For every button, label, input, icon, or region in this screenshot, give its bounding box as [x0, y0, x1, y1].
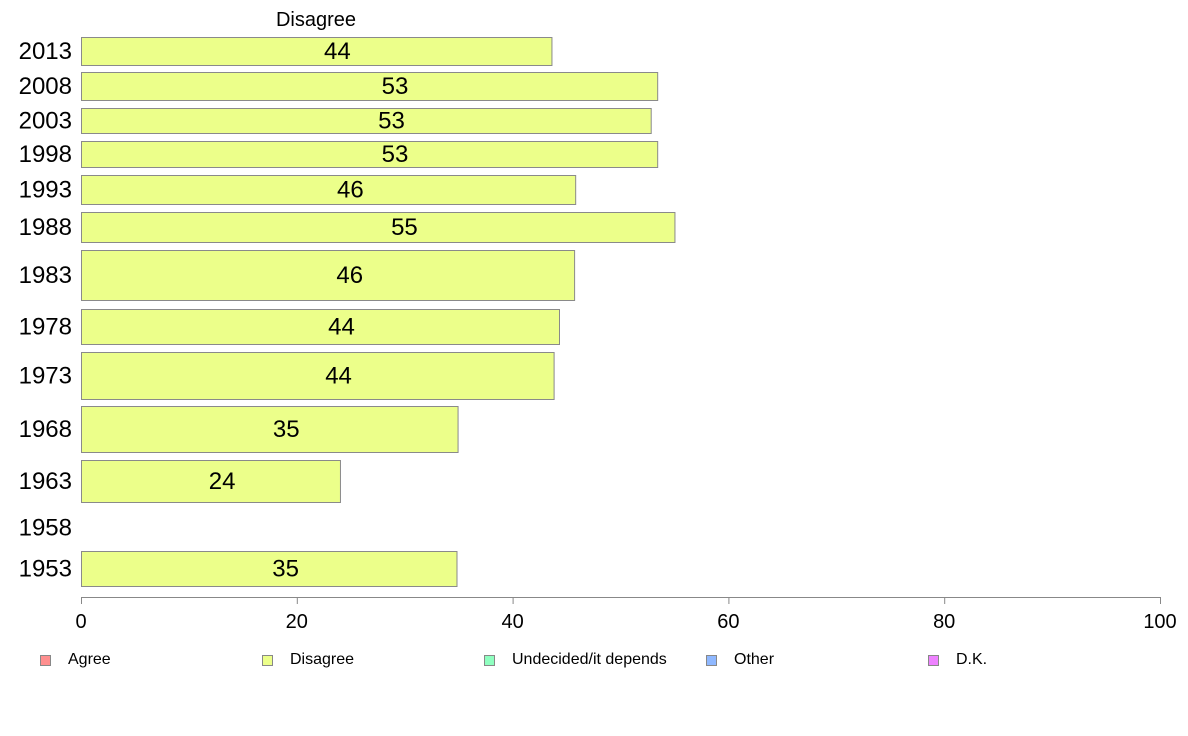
- legend-label: Disagree: [290, 651, 355, 668]
- legend-swatch: [262, 654, 273, 666]
- bar: [81, 250, 576, 301]
- y-tick-label: 1983: [19, 262, 72, 289]
- bar: [81, 352, 555, 400]
- bar-value-label: 35: [273, 416, 300, 443]
- bar-value-label: 53: [378, 108, 405, 135]
- x-tick-label: 0: [75, 611, 86, 633]
- legend-item-undecided: Undecided/it depends: [484, 648, 667, 672]
- bar: [81, 406, 459, 453]
- bar: [81, 141, 659, 168]
- bar: [81, 175, 577, 205]
- legend-label: D.K.: [956, 651, 988, 668]
- bar: [81, 72, 659, 101]
- legend-swatch: [40, 654, 51, 666]
- bar: [81, 309, 560, 345]
- y-tick-label: 2013: [19, 38, 72, 65]
- y-tick-label: 1993: [19, 177, 72, 204]
- y-tick-label: 1953: [19, 556, 72, 583]
- y-tick-label: 2003: [19, 108, 72, 135]
- y-tick-label: 1963: [19, 468, 72, 495]
- x-tick-label: 60: [717, 611, 739, 633]
- bar-value-label: 53: [382, 141, 409, 168]
- legend-swatch: [484, 654, 495, 666]
- chart-title: Disagree: [276, 9, 356, 31]
- y-tick-label: 1998: [19, 141, 72, 168]
- legend-label: Other: [734, 651, 775, 668]
- bar-value-label: 35: [272, 556, 299, 583]
- y-tick-label: 1978: [19, 314, 72, 341]
- x-tick-label: 100: [1143, 611, 1176, 633]
- bar: [81, 551, 458, 587]
- y-tick-label: 1958: [19, 515, 72, 542]
- bar-value-label: 55: [391, 214, 418, 241]
- x-tick-label: 20: [286, 611, 308, 633]
- legend-swatch: [706, 654, 717, 666]
- bar-value-label: 53: [382, 73, 409, 100]
- y-tick-label: 1968: [19, 416, 72, 443]
- legend-label: Undecided/it depends: [512, 651, 667, 668]
- x-axis: 0 20 40 60 80 100: [75, 597, 1177, 633]
- y-tick-label: 1973: [19, 363, 72, 390]
- legend: Agree Disagree Undecided/it depends Othe…: [0, 648, 1188, 672]
- legend-item-disagree: Disagree: [262, 648, 354, 672]
- bar-value-label: 46: [337, 177, 364, 204]
- bar-value-label: 46: [336, 262, 363, 289]
- legend-item-dk: D.K.: [928, 648, 987, 672]
- bar: [81, 212, 676, 243]
- bar: [81, 108, 652, 134]
- y-tick-label: 1988: [19, 214, 72, 241]
- bar-value-label: 24: [209, 468, 236, 495]
- bar: [81, 37, 553, 66]
- legend-swatch: [928, 654, 939, 666]
- x-tick-label: 80: [933, 611, 955, 633]
- x-tick-label: 40: [501, 611, 523, 633]
- y-axis-labels: 2013 2008 2003 1998 1993 1988 1983 1978 1973 1968…: [19, 38, 72, 583]
- y-tick-label: 2008: [19, 73, 72, 100]
- bar-value-label: 44: [325, 363, 352, 390]
- legend-label: Agree: [68, 651, 111, 668]
- bar-group: 44 53 53 53 46 55 46 44 44 35 24 35: [81, 37, 676, 587]
- bar-value-label: 44: [324, 38, 351, 65]
- bar-value-label: 44: [328, 314, 355, 341]
- bar: [81, 460, 341, 503]
- legend-item-other: Other: [706, 648, 774, 672]
- legend-item-agree: Agree: [40, 648, 111, 672]
